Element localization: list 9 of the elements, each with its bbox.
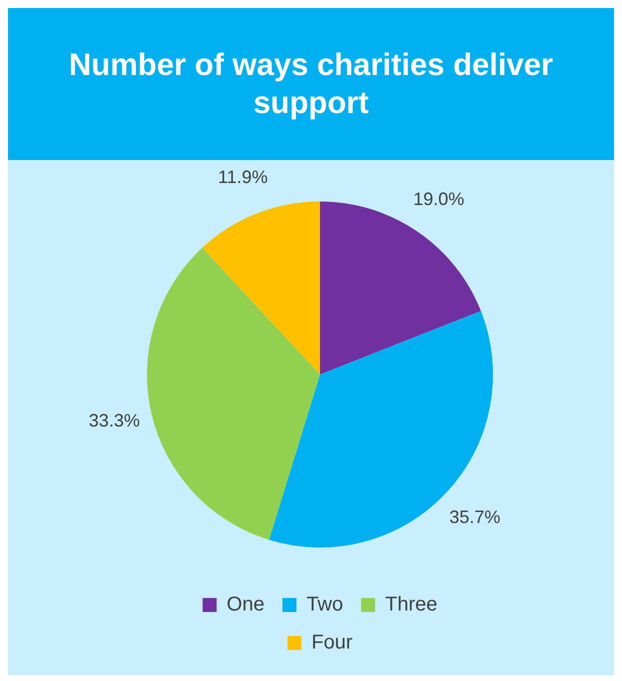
data-label: 35.7% <box>449 506 500 527</box>
legend-label: Two <box>306 594 344 616</box>
legend-label: Three <box>385 594 438 616</box>
legend-label: One <box>226 594 264 616</box>
data-label: 11.9% <box>218 167 268 188</box>
data-label: 33.3% <box>88 410 140 431</box>
data-label: 19.0% <box>413 189 464 210</box>
legend-label: Four <box>311 632 353 654</box>
chart-title: Number of ways charities deliver support <box>68 46 554 122</box>
